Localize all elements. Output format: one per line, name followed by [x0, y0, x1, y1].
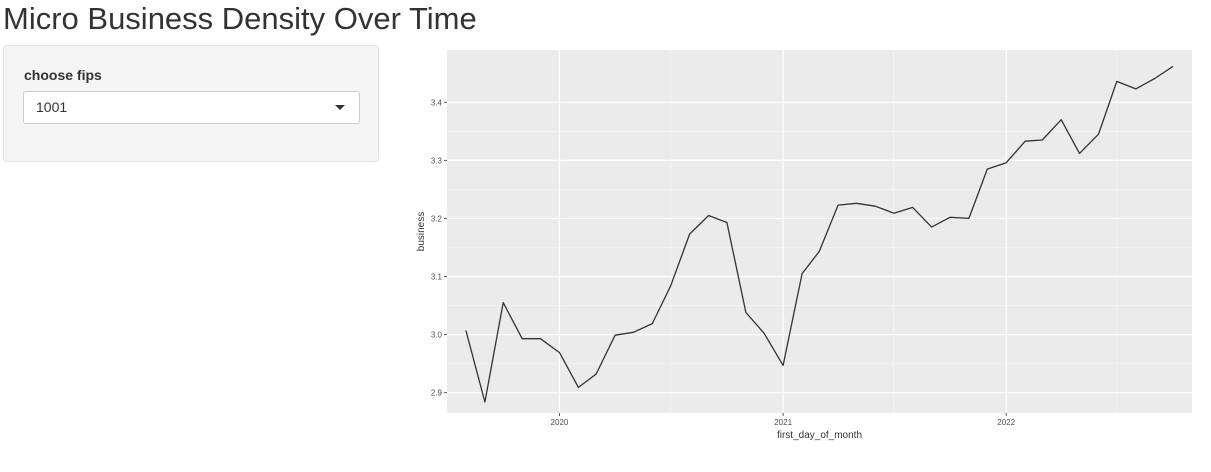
x-tick-label: 2022	[997, 418, 1015, 427]
plot-panel	[447, 50, 1192, 413]
y-tick-label: 3.2	[431, 214, 443, 223]
x-tick-label: 2020	[551, 418, 569, 427]
y-tick-label: 2.9	[431, 389, 443, 398]
series-line	[465, 65, 1174, 403]
fips-label: choose fips	[24, 67, 102, 83]
fips-select[interactable]: 1001	[23, 91, 360, 124]
density-plot: 2.9 3.0 3.1 3.2 3.3 3.4 2020 2021 2022 first_day_…	[405, 40, 1205, 460]
chevron-down-icon	[335, 105, 345, 110]
fips-select-value: 1001	[36, 99, 68, 115]
chart-svg: 2.9 3.0 3.1 3.2 3.3 3.4 2020 2021 2022 first_day_…	[416, 50, 1192, 441]
y-tick-label: 3.1	[431, 273, 443, 282]
x-axis-title: first_day_of_month	[777, 430, 862, 441]
x-tick-label: 2021	[774, 418, 792, 427]
y-tick-label: 3.3	[431, 156, 443, 165]
y-tick-label: 3.0	[431, 331, 443, 340]
sidebar-panel: choose fips 1001	[3, 45, 379, 162]
page-title: Micro Business Density Over Time	[3, 1, 477, 36]
y-axis-title: business	[416, 212, 427, 251]
y-tick-label: 3.4	[431, 98, 443, 107]
